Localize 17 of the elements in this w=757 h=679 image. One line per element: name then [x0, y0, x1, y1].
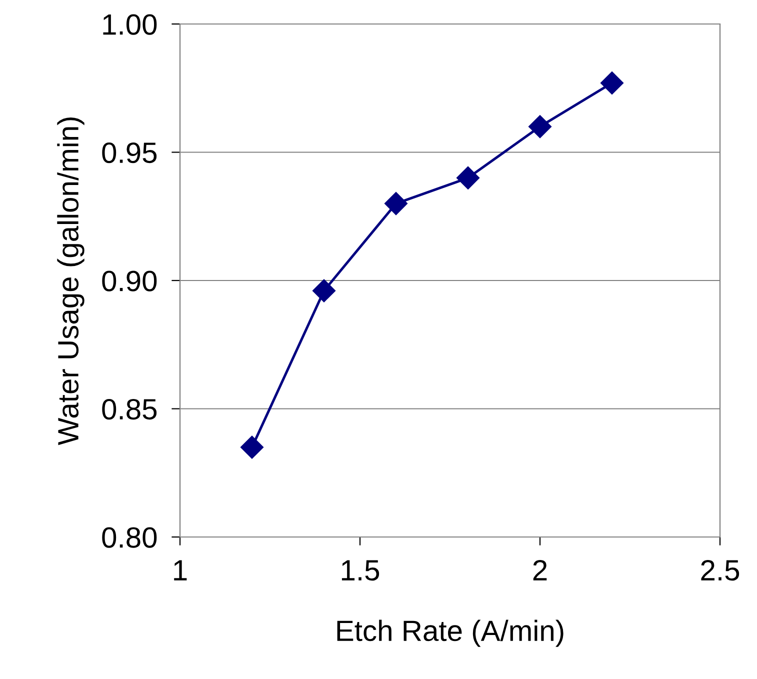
point: [384, 192, 408, 216]
y-tick-label: 0.80: [102, 527, 157, 548]
x-tick-label: 1.5: [342, 560, 380, 581]
y-tick-label: 0.85: [102, 398, 157, 420]
point: [456, 166, 480, 190]
point: [528, 115, 552, 138]
x-tick-label: 1: [174, 560, 187, 580]
point: [600, 71, 624, 94]
point: [240, 436, 264, 459]
y-tick-label: 0.95: [102, 142, 157, 164]
y-tick-label: 1.00: [103, 14, 157, 35]
x-tick-label: 2: [533, 560, 547, 580]
x-axis-title: Etch Rate (A/min): [337, 620, 564, 647]
y-tick-label: 0.90: [102, 270, 157, 292]
point: [312, 279, 336, 302]
x-tick-label: 2.5: [701, 560, 740, 581]
y-axis-title: Water Usage (gallon/min): [57, 118, 84, 446]
